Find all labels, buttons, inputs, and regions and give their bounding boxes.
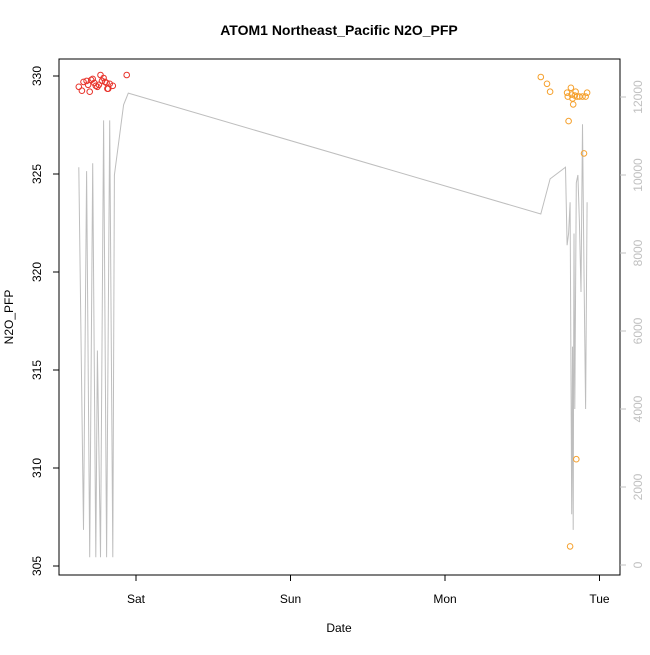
scatter-point: [579, 93, 586, 100]
scatter-point: [537, 73, 545, 81]
y2-tick-label: 12000: [631, 80, 645, 114]
scatter-point: [80, 78, 87, 86]
y-axis-right: 0 2000 4000 6000 8000 10000 12000: [620, 80, 645, 568]
scatter-point: [576, 93, 583, 100]
x-tick-label: Mon: [433, 592, 456, 606]
x-tick-label: Tue: [589, 592, 610, 606]
x-tick-label: Sat: [127, 592, 146, 606]
scatter-point: [109, 82, 117, 90]
y2-tick-label: 0: [631, 561, 645, 568]
scatter-point: [573, 455, 580, 463]
scatter-point: [583, 89, 591, 96]
x-axis-label: Date: [326, 621, 352, 635]
scatter-point: [89, 75, 96, 83]
scatter-point: [580, 150, 588, 157]
y-tick-label: 315: [30, 360, 44, 380]
scatter-point: [100, 74, 107, 82]
x-axis: Sat Sun Mon Tue: [127, 574, 610, 606]
y2-tick-label: 6000: [631, 317, 645, 344]
scatter-point: [84, 81, 92, 89]
x-tick-label: Sun: [280, 592, 301, 606]
scatter-point: [92, 82, 100, 90]
scatter-point: [94, 83, 101, 91]
y2-tick-label: 2000: [631, 473, 645, 500]
series-line: [78, 92, 588, 558]
y-tick-label: 330: [30, 66, 44, 86]
y2-tick-label: 8000: [631, 239, 645, 266]
y-tick-label: 320: [30, 262, 44, 282]
scatter-point: [567, 84, 575, 92]
scatter-point: [78, 87, 86, 94]
chart-title: ATOM1 Northeast_Pacific N2O_PFP: [220, 22, 458, 38]
scatter-point: [569, 101, 577, 108]
y-tick-label: 310: [30, 458, 44, 478]
y-axis-label: N2O_PFP: [2, 290, 16, 345]
scatter-point: [543, 80, 551, 88]
scatter-point: [582, 93, 589, 100]
scatter-point: [123, 71, 130, 79]
y-tick-label: 305: [30, 556, 44, 576]
y2-tick-label: 10000: [631, 158, 645, 192]
scatter-point: [546, 88, 554, 95]
line-series: [78, 92, 588, 558]
scatter-point: [83, 77, 90, 85]
scatter-point: [86, 88, 93, 95]
scatter-series: [75, 71, 591, 550]
y2-tick-label: 4000: [631, 395, 645, 422]
scatter-point: [565, 117, 572, 125]
y-tick-label: 325: [30, 164, 44, 184]
y-axis-left: 305 310 315 320 325 330: [30, 66, 59, 576]
scatter-point: [566, 543, 574, 550]
